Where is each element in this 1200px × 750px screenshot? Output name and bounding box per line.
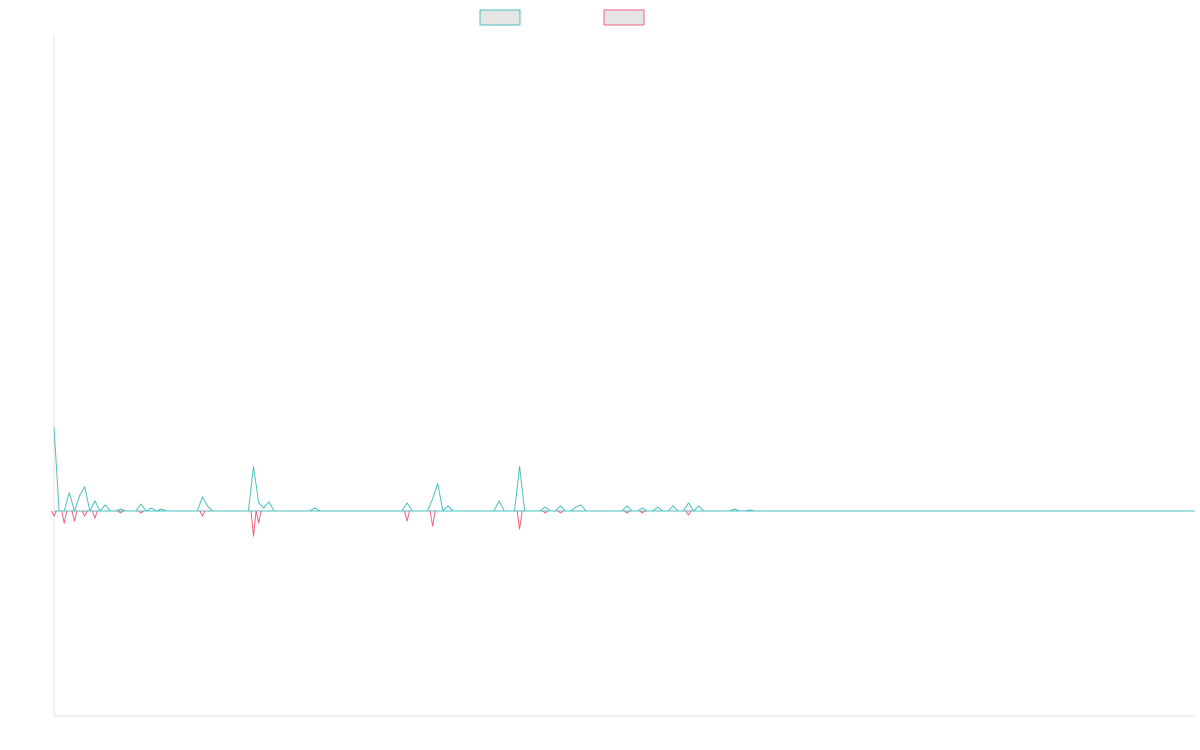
series-2-spike-4	[91, 510, 98, 519]
series-2-spike-10	[404, 510, 411, 522]
series-2-spike-13	[542, 510, 549, 514]
series-2-spike-15	[624, 510, 630, 514]
series-2-spike-6	[138, 510, 144, 514]
series-2-spike-1	[61, 510, 68, 524]
legend	[479, 9, 645, 26]
series-2-spike-3	[81, 510, 88, 517]
series-2-spike-16	[639, 510, 646, 514]
series-2-spike-0	[51, 510, 57, 517]
series-2-spike-12	[516, 510, 523, 530]
series-1-line	[53, 427, 1195, 512]
series-2-spike-17	[685, 510, 692, 516]
legend-swatch-series-1[interactable]	[479, 9, 521, 26]
legend-swatch-series-2[interactable]	[603, 9, 645, 26]
series-layer	[51, 427, 1195, 537]
series-2-spike-9	[255, 510, 262, 524]
series-2-spike-11	[429, 510, 436, 527]
series-2-spike-14	[557, 510, 564, 514]
series-2-spike-7	[199, 510, 206, 517]
series-2-spike-5	[117, 510, 124, 514]
series-2-spike-2	[71, 510, 78, 522]
series-2-spike-8	[250, 510, 257, 537]
